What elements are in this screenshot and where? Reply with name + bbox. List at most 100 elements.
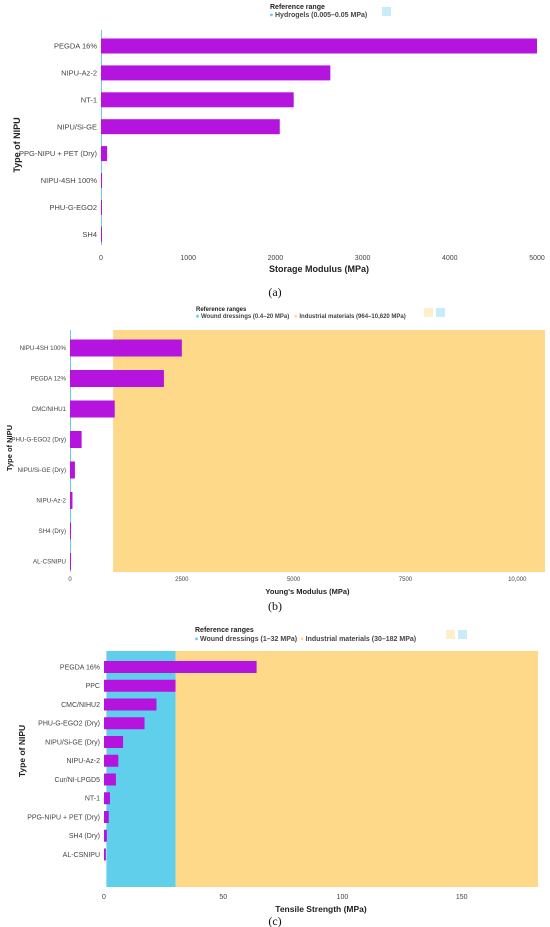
y-axis-title: Type of NIPU [17, 725, 27, 777]
y-axis-title: Type of NIPU [12, 117, 22, 172]
x-tick-labels: 0 1000 2000 3000 4000 5000 [99, 255, 545, 262]
bar [101, 65, 331, 81]
bars [70, 339, 182, 570]
legend-item-label: Industrial materials (964–10,620 MPa) [299, 314, 405, 320]
bar [70, 522, 71, 540]
reference-bands [101, 30, 103, 245]
category-label: NIPU-Az-2 [67, 758, 101, 765]
category-label: Cur/NI-LPGD5 [54, 777, 100, 784]
category-label: NIPU/Si-GE (Dry) [45, 739, 100, 746]
x-tick-label: 50 [219, 894, 227, 901]
category-label: PPG-NIPU + PET (Dry) [27, 814, 100, 821]
bar [104, 792, 110, 805]
category-label: NIPU-Az-2 [61, 69, 97, 78]
y-axis-title: Type of NIPU [5, 425, 14, 471]
legend-item-label: Hydrogels (0.005–0.05 MPa) [275, 12, 367, 19]
category-label: PEGDA 16% [54, 42, 97, 51]
category-label: NIPU-4SH 100% [41, 176, 98, 185]
legend-item-label: Wound dressings (0.4–20 MPa) [201, 314, 289, 320]
category-label: PHU-G-EGO2 [49, 203, 97, 212]
category-label: PHU-G-EGO2 (Dry) [11, 437, 66, 444]
legend-item-label: Wound dressings (1–32 MPa) [200, 636, 297, 643]
category-label: CMC/NIHU2 [61, 702, 100, 709]
category-labels: PEGDA 16% PPC CMC/NIHU2 PHU-G-EGO2 (Dry) NIP… [27, 664, 100, 859]
x-tick-label: 0 [102, 894, 106, 901]
panel-label: (a) [268, 285, 281, 299]
category-label: PPG-NIPU + PET (Dry) [19, 149, 97, 158]
legend-title: Reference ranges [196, 307, 247, 313]
x-axis-title: Tensile Strength (MPa) [275, 904, 367, 914]
bar [104, 661, 257, 673]
legend-swatch [446, 630, 455, 639]
category-label: NIPU/Si-GE (Dry) [18, 467, 66, 474]
bar [104, 848, 106, 861]
x-tick-label: 0 [99, 255, 103, 262]
bar [70, 400, 115, 418]
legend-swatch [458, 630, 467, 639]
legend-swatch [424, 308, 433, 317]
x-tick-label: 0 [68, 577, 72, 583]
bar [104, 698, 157, 711]
x-tick-label: 2500 [175, 577, 189, 583]
x-tick-label: 1000 [180, 255, 196, 262]
bar [101, 146, 108, 162]
bar [101, 119, 280, 135]
category-label: NT-1 [85, 796, 100, 803]
x-tick-label: 150 [456, 894, 468, 901]
x-axis-title: Storage Modulus (MPa) [269, 264, 369, 274]
category-label: AL-CSNIPU [33, 559, 66, 566]
legend-title: Reference ranges [195, 627, 254, 634]
x-tick-label: 5000 [287, 577, 301, 583]
x-tick-label: 4000 [442, 255, 458, 262]
x-axis-title: Young's Modulus (MPa) [265, 587, 350, 596]
legend-swatch [382, 7, 391, 16]
category-label: NIPU/Si-GE [57, 122, 97, 131]
category-labels: PEGDA 16% NIPU-Az-2 NT-1 NIPU/Si-GE PPG-NIPU… [19, 42, 97, 239]
category-label: AL-CSNIPU [63, 852, 100, 859]
legend-marker [196, 314, 199, 318]
panel-label: (c) [268, 914, 281, 927]
bar [104, 736, 124, 748]
bar [70, 370, 164, 387]
legend: Reference ranges Wound dressings (1–32 MP… [195, 627, 467, 643]
category-label: CMC/NIHU1 [32, 406, 67, 413]
bar [70, 553, 71, 570]
reference-band-1 [113, 330, 545, 572]
bar [104, 811, 109, 823]
reference-band-1 [175, 651, 539, 887]
bar [101, 38, 537, 54]
bar [101, 226, 102, 242]
legend-marker [294, 314, 298, 318]
bar [104, 754, 119, 767]
x-tick-label: 7500 [399, 577, 413, 583]
category-label: SH4 [82, 230, 97, 239]
legend-item-label: Industrial materials (30–182 MPa) [306, 636, 417, 643]
bar [70, 461, 75, 479]
bar [104, 717, 145, 730]
bar [101, 173, 103, 188]
bar [70, 431, 82, 448]
x-tick-label: 100 [337, 894, 349, 901]
x-tick-label: 5000 [529, 255, 545, 262]
category-label: SH4 (Dry) [39, 528, 67, 535]
legend-swatch [436, 308, 445, 317]
legend-marker [270, 13, 273, 17]
panel-label: (b) [268, 599, 282, 613]
storage-modulus-chart: PEGDA 16% NIPU-Az-2 NT-1 NIPU/Si-GE PPG-NIPU… [12, 4, 545, 299]
x-tick-label: 2000 [268, 255, 284, 262]
x-tick-labels: 0 2500 5000 7500 10,000 [68, 577, 527, 583]
category-label: SH4 (Dry) [69, 833, 100, 840]
bar [104, 829, 107, 842]
bars [101, 38, 537, 242]
category-label: NIPU-4SH 100% [20, 345, 67, 352]
category-label: NT-1 [81, 95, 97, 104]
x-tick-label: 10,000 [508, 577, 527, 583]
reference-band-0 [101, 30, 103, 245]
bar [101, 199, 102, 215]
category-label: PPC [86, 683, 100, 690]
legend-marker [195, 637, 198, 641]
legend-marker [300, 637, 304, 641]
youngs-modulus-chart: NIPU-4SH 100% PEGDA 12% CMC/NIHU1 PHU-G-EGO… [5, 307, 545, 613]
